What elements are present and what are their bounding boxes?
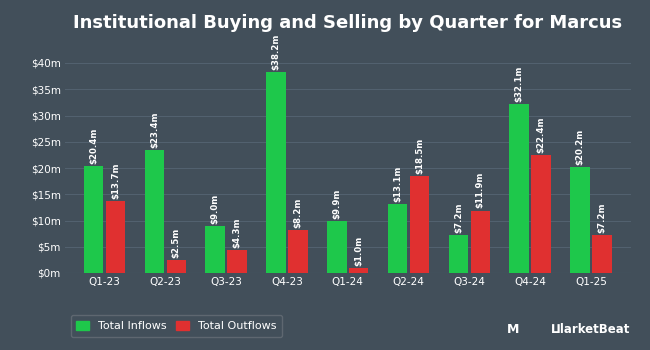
Legend: Total Inflows, Total Outflows: Total Inflows, Total Outflows (71, 315, 282, 337)
Text: $20.2m: $20.2m (575, 128, 584, 165)
Text: $4.3m: $4.3m (233, 218, 242, 248)
Bar (106, 201, 125, 273)
Bar (510, 105, 529, 273)
Text: $7.2m: $7.2m (597, 203, 606, 233)
Text: $9.0m: $9.0m (211, 194, 220, 224)
Text: $8.2m: $8.2m (293, 197, 302, 228)
Bar (227, 251, 247, 273)
Bar (471, 211, 490, 273)
Text: M: M (507, 323, 519, 336)
Bar (592, 235, 612, 273)
Bar (84, 166, 103, 273)
Bar (388, 204, 408, 273)
Bar (166, 260, 186, 273)
Text: $13.7m: $13.7m (111, 162, 120, 199)
Text: $2.5m: $2.5m (172, 228, 181, 258)
Text: $11.9m: $11.9m (476, 172, 485, 209)
Bar (532, 155, 551, 273)
Title: Institutional Buying and Selling by Quarter for Marcus: Institutional Buying and Selling by Quar… (73, 14, 622, 32)
Text: $18.5m: $18.5m (415, 138, 424, 174)
Bar (327, 221, 346, 273)
Bar (410, 176, 429, 273)
Text: $9.9m: $9.9m (332, 189, 341, 219)
Text: $38.2m: $38.2m (272, 34, 281, 70)
Text: $7.2m: $7.2m (454, 203, 463, 233)
Text: $13.1m: $13.1m (393, 166, 402, 202)
Text: ⵡlarketBeat: ⵡlarketBeat (551, 323, 630, 336)
Bar (349, 268, 369, 273)
Bar (570, 167, 590, 273)
Text: $20.4m: $20.4m (89, 127, 98, 164)
Text: $22.4m: $22.4m (537, 117, 545, 153)
Bar (266, 72, 286, 273)
Text: $32.1m: $32.1m (515, 66, 524, 102)
Text: $23.4m: $23.4m (150, 112, 159, 148)
Bar (448, 235, 468, 273)
Bar (145, 150, 164, 273)
Bar (288, 230, 307, 273)
Text: $1.0m: $1.0m (354, 236, 363, 266)
Bar (205, 226, 225, 273)
